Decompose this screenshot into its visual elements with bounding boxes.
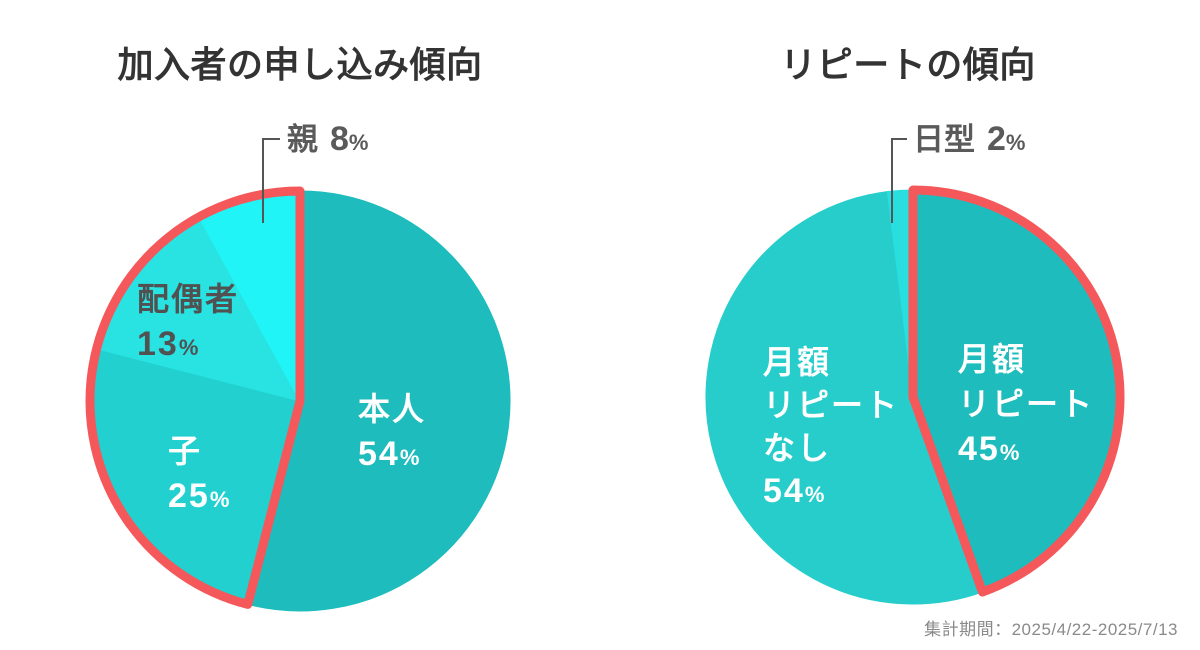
callout-oya-percent-sign: %: [348, 130, 369, 155]
callout-oya-label: 親: [287, 122, 318, 157]
label-ko-name: 子: [168, 433, 203, 469]
highlight-outline: [85, 186, 305, 609]
label-honnin-name: 本人: [358, 391, 427, 427]
right-pie-chart: [705, 185, 1125, 605]
label-honnin: 本人 54%: [358, 387, 426, 480]
pie-slice-0: [247, 190, 511, 612]
label-getsugaku-repeat-nashi-line1: 月額: [763, 344, 832, 380]
callout-oya-leader-line-vertical: [262, 139, 264, 223]
label-getsugaku-repeat-line2: リピート: [958, 386, 1095, 422]
label-getsugaku-repeat-nashi-value: 54%: [763, 472, 825, 510]
callout-oya-leader-line-horizontal: [262, 138, 280, 140]
left-pie-chart: [85, 186, 511, 612]
label-haigusha-value: 13%: [137, 325, 199, 363]
label-getsugaku-repeat-value: 45%: [958, 430, 1020, 468]
left-chart-title: 加入者の申し込み傾向: [117, 44, 483, 85]
label-ko: 子 25%: [168, 429, 229, 522]
callout-higata-label: 日型: [913, 122, 975, 157]
label-ko-value: 25%: [168, 477, 230, 515]
label-honnin-value: 54%: [358, 435, 420, 473]
callout-higata-percent-sign: %: [1005, 130, 1026, 155]
callout-higata-leader-line-horizontal: [891, 138, 907, 140]
callout-oya-value: 8: [330, 120, 349, 158]
label-getsugaku-repeat-nashi-line2: リピート: [763, 387, 900, 423]
label-getsugaku-repeat-nashi-line3: なし: [763, 430, 832, 466]
label-getsugaku-repeat-line1: 月額: [958, 341, 1027, 377]
callout-higata-value: 2: [987, 120, 1006, 158]
callout-higata-leader-line-vertical: [891, 139, 893, 223]
callout-higata: 日型 2%: [913, 114, 1025, 159]
pie-slice-1: [705, 191, 984, 605]
highlight-outline: [908, 185, 1125, 597]
label-getsugaku-repeat-nashi: 月額 リピート なし 54%: [763, 341, 899, 516]
right-chart-title: リピートの傾向: [780, 44, 1036, 85]
callout-oya: 親 8%: [287, 114, 368, 159]
label-haigusha: 配偶者 13%: [137, 277, 239, 370]
label-getsugaku-repeat: 月額 リピート 45%: [958, 337, 1094, 475]
label-haigusha-name: 配偶者: [137, 281, 240, 317]
aggregation-period-note: 集計期間：2025/4/22-2025/7/13: [924, 620, 1178, 639]
